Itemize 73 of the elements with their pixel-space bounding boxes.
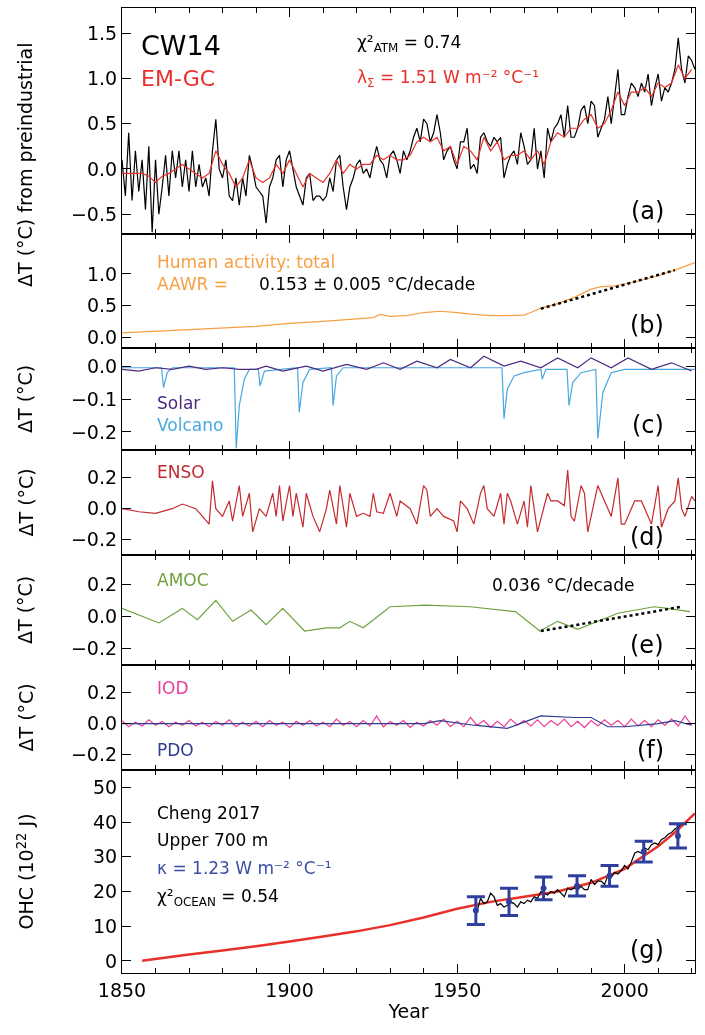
point (506, 898, 513, 905)
y-axis-title: ΔT (°C) from preindustrial (14, 42, 36, 287)
y-tick-label: 0.0 (86, 497, 118, 520)
y-axis-title: ΔT (°C) (14, 364, 36, 433)
x-tick-label: 1850 (97, 978, 147, 1001)
y-tick-label: 0 (105, 949, 118, 972)
y-tick-label: 0.2 (86, 466, 118, 489)
y-tick-label: 0.2 (86, 681, 118, 704)
annotation: (c) (632, 411, 664, 439)
line-series (122, 355, 693, 372)
line-series (122, 367, 695, 449)
y-tick-label: 30 (92, 845, 118, 868)
y-tick-label: 0.0 (86, 354, 118, 377)
y-tick-label: 50 (92, 776, 118, 798)
y-tick-label: −0.1 (70, 387, 118, 410)
series-label: AMOC (157, 570, 209, 590)
y-tick-label: 0.5 (86, 112, 118, 135)
annotation: (b) (630, 311, 664, 339)
y-tick-label: 1.0 (86, 262, 118, 285)
y-tick-label: 20 (92, 880, 118, 903)
y-tick-label: 0.5 (86, 294, 118, 317)
y-tick-label: −0.2 (70, 743, 118, 766)
y-tick-label: 0.0 (86, 712, 118, 735)
annotation: (d) (630, 523, 664, 551)
point (674, 832, 681, 839)
y-tick-label: 40 (92, 810, 118, 833)
series-label: Volcano (157, 415, 224, 435)
annotation: λ$_{Σ}$ = 1.51 W m⁻² °C⁻¹ (357, 67, 540, 90)
series-label: ENSO (157, 462, 205, 482)
y-axis-title: ΔT (°C) (14, 683, 37, 752)
annotation: κ = 1.23 W m⁻² °C⁻¹ (157, 858, 332, 878)
y-tick-label: 1.0 (86, 67, 118, 90)
x-tick-label: 2000 (600, 978, 649, 1001)
annotation: 0.153 ± 0.005 °C/decade (259, 274, 476, 294)
y-tick-label: 0.0 (86, 157, 118, 180)
annotation: (f) (637, 736, 665, 764)
point (640, 848, 647, 855)
y-tick-label: −0.2 (70, 637, 118, 660)
text: EM-GC (141, 66, 216, 91)
text: Cheng 2017 (157, 803, 261, 823)
series-label: IOD (157, 678, 189, 698)
y-tick-label: 0.0 (86, 605, 118, 628)
series-label: PDO (157, 740, 194, 760)
annotation: Upper 700 m (157, 830, 269, 850)
annotation: (e) (630, 631, 664, 659)
annotation: AAWR = (157, 274, 229, 294)
x-tick-label: 1900 (265, 978, 314, 1001)
y-tick-label: 1.5 (86, 21, 118, 44)
annotation: 0.036 °C/decade (492, 575, 635, 595)
annotation: (a) (631, 197, 665, 225)
y-tick-label: 10 (92, 914, 118, 937)
line-series (122, 715, 693, 729)
series-label: Solar (157, 393, 201, 413)
point (606, 872, 613, 879)
line-series (122, 64, 693, 188)
point (472, 907, 479, 914)
x-axis-title: Year (387, 999, 429, 1022)
y-axis-title: ΔT (°C) (14, 575, 36, 644)
y-tick-label: 0.0 (86, 325, 118, 348)
text: Human activity: total (157, 252, 336, 272)
y-tick-label: −0.2 (70, 528, 118, 551)
point (540, 885, 547, 892)
annotation: χ²$_{OCEAN}$ = 0.54 (157, 886, 279, 909)
y-axis-title: ΔT (°C) (14, 468, 37, 537)
y-tick-label: −0.5 (70, 202, 118, 225)
legend-label: CW14 (141, 30, 221, 61)
point (574, 882, 581, 889)
x-tick-label: 1950 (432, 978, 482, 1001)
y-tick-label: 0.2 (86, 572, 118, 595)
line-series (122, 599, 691, 632)
y-tick-label: −0.2 (70, 420, 118, 443)
annotation: χ²$_{ATM}$ = 0.74 (357, 32, 462, 55)
annotation: (g) (630, 936, 664, 964)
